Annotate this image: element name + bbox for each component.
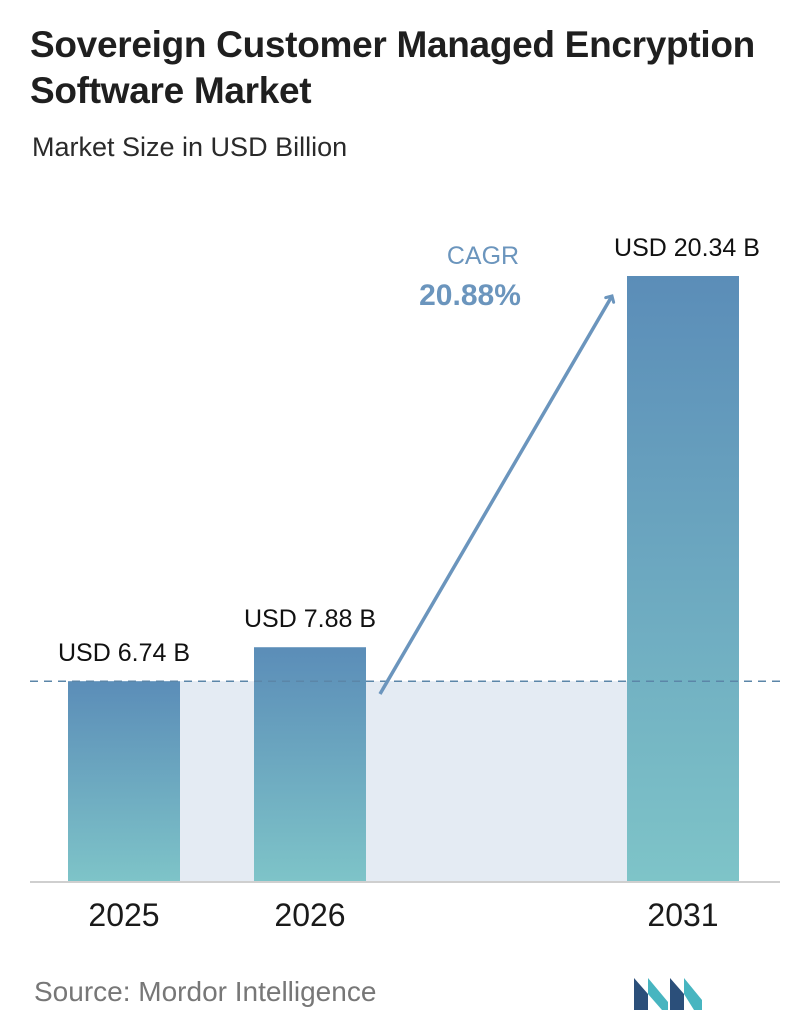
value-labels-layer: USD 6.74 B USD 7.88 B USD 20.34 B bbox=[58, 234, 760, 667]
source-note: Source: Mordor Intelligence bbox=[34, 976, 377, 1007]
bar-2025 bbox=[68, 681, 180, 882]
cagr-label: CAGR bbox=[447, 242, 519, 270]
cagr-value: 20.88% bbox=[419, 279, 521, 312]
bars-layer bbox=[68, 276, 739, 882]
band-2025 bbox=[180, 681, 254, 882]
cagr-arrow bbox=[378, 296, 612, 695]
tick-label-2026: 2026 bbox=[274, 897, 345, 933]
band-2026 bbox=[366, 681, 627, 882]
chart-subtitle: Market Size in USD Billion bbox=[32, 132, 348, 162]
bar-2031 bbox=[627, 276, 739, 882]
tick-label-2025: 2025 bbox=[88, 897, 159, 933]
tick-label-2031: 2031 bbox=[647, 897, 718, 933]
bar-2026 bbox=[254, 647, 366, 882]
value-label-2031: USD 20.34 B bbox=[614, 234, 760, 262]
mordor-intelligence-logo bbox=[634, 978, 702, 1010]
chart-title: Sovereign Customer Managed Encryption So… bbox=[30, 24, 755, 111]
value-label-2026: USD 7.88 B bbox=[244, 605, 376, 633]
x-tick-labels-layer: 2025 2026 2031 bbox=[88, 897, 718, 933]
value-label-2025: USD 6.74 B bbox=[58, 639, 190, 667]
band-layer bbox=[180, 681, 627, 882]
